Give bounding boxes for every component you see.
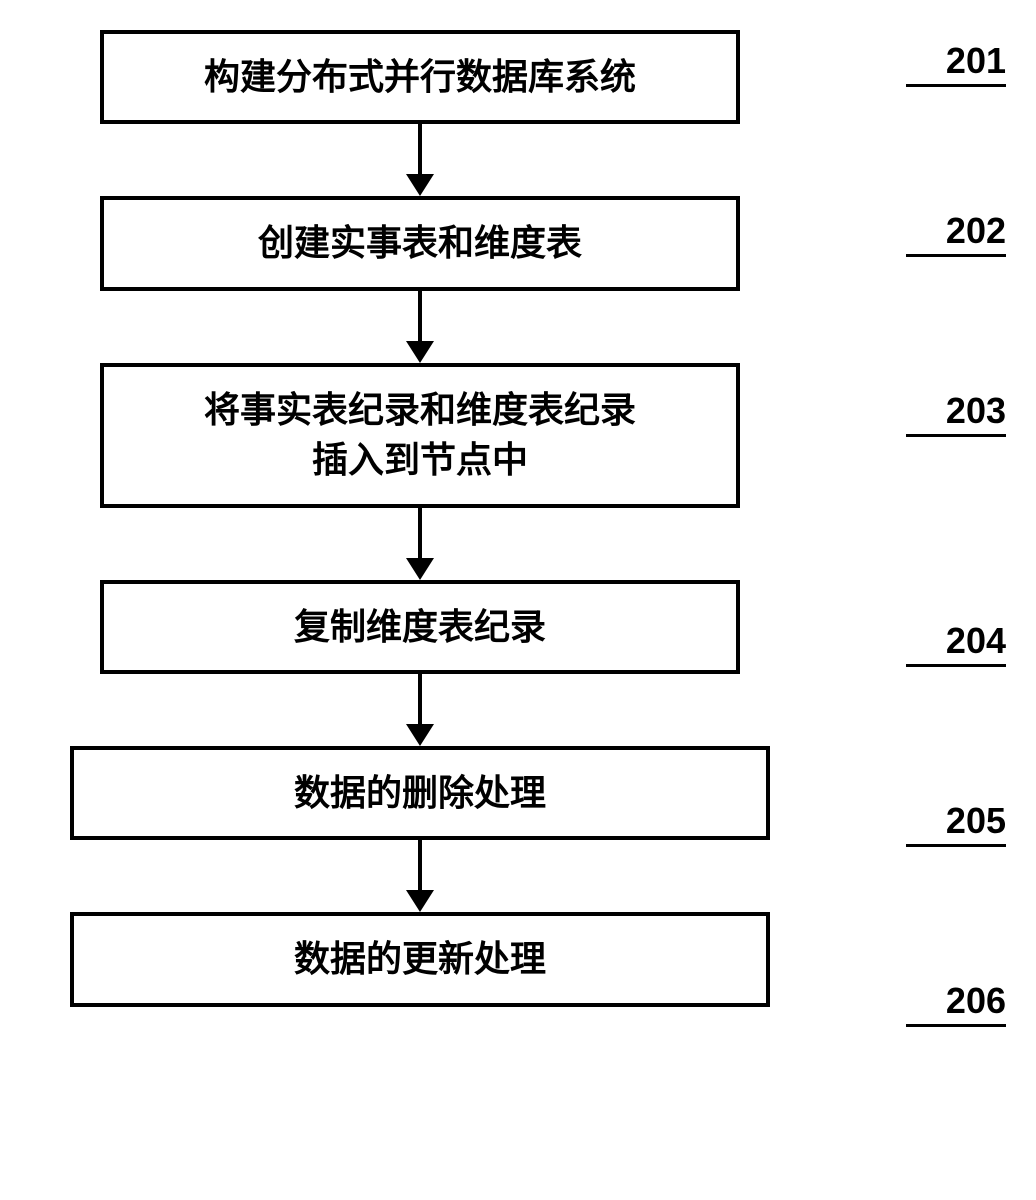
arrow-5 [70, 840, 770, 912]
step-text: 数据的删除处理 [294, 768, 546, 818]
label-text: 201 [946, 40, 1006, 81]
flowchart-container: 构建分布式并行数据库系统 创建实事表和维度表 将事实表纪录和维度表纪录 插入到节… [70, 30, 770, 1007]
label-text: 202 [946, 210, 1006, 251]
step-label-2: 202 [906, 210, 1006, 257]
step-label-3: 203 [906, 390, 1006, 437]
step-text: 创建实事表和维度表 [258, 218, 582, 268]
label-text: 206 [946, 980, 1006, 1021]
arrow-3 [70, 508, 770, 580]
step-box-2: 创建实事表和维度表 [100, 196, 740, 290]
label-text: 205 [946, 800, 1006, 841]
step-label-5: 205 [906, 800, 1006, 847]
step-text: 复制维度表纪录 [294, 602, 546, 652]
step-box-3: 将事实表纪录和维度表纪录 插入到节点中 [100, 363, 740, 508]
step-text: 构建分布式并行数据库系统 [204, 52, 636, 102]
label-text: 204 [946, 620, 1006, 661]
step-box-1: 构建分布式并行数据库系统 [100, 30, 740, 124]
step-label-6: 206 [906, 980, 1006, 1027]
arrow-1 [70, 124, 770, 196]
step-label-4: 204 [906, 620, 1006, 667]
arrow-2 [70, 291, 770, 363]
step-label-1: 201 [906, 40, 1006, 87]
label-text: 203 [946, 390, 1006, 431]
step-box-6: 数据的更新处理 [70, 912, 770, 1006]
step-text: 将事实表纪录和维度表纪录 插入到节点中 [204, 385, 636, 486]
arrow-4 [70, 674, 770, 746]
step-box-4: 复制维度表纪录 [100, 580, 740, 674]
step-box-5: 数据的删除处理 [70, 746, 770, 840]
step-text: 数据的更新处理 [294, 934, 546, 984]
